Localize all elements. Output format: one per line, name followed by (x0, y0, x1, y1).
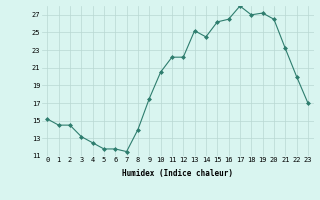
X-axis label: Humidex (Indice chaleur): Humidex (Indice chaleur) (122, 169, 233, 178)
